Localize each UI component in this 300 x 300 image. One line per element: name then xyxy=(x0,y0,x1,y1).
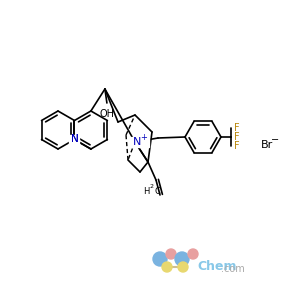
Text: N: N xyxy=(70,134,78,145)
FancyBboxPatch shape xyxy=(70,135,80,144)
FancyBboxPatch shape xyxy=(131,137,149,147)
Circle shape xyxy=(162,262,172,272)
Text: Chem: Chem xyxy=(197,260,236,274)
Text: H: H xyxy=(143,187,149,196)
Text: OH: OH xyxy=(99,109,114,119)
Circle shape xyxy=(175,252,189,266)
Text: C: C xyxy=(154,187,160,196)
Text: F: F xyxy=(234,123,240,133)
Text: F: F xyxy=(234,141,240,151)
Text: −: − xyxy=(271,135,279,145)
Text: N: N xyxy=(133,137,141,147)
Circle shape xyxy=(153,252,167,266)
Text: .com: .com xyxy=(221,264,245,274)
Circle shape xyxy=(178,262,188,272)
Text: Br: Br xyxy=(261,140,273,150)
Text: +: + xyxy=(141,134,147,142)
Circle shape xyxy=(166,249,176,259)
Text: F: F xyxy=(234,132,240,142)
Circle shape xyxy=(188,249,198,259)
Text: N: N xyxy=(70,134,78,145)
Text: 2: 2 xyxy=(150,184,154,190)
